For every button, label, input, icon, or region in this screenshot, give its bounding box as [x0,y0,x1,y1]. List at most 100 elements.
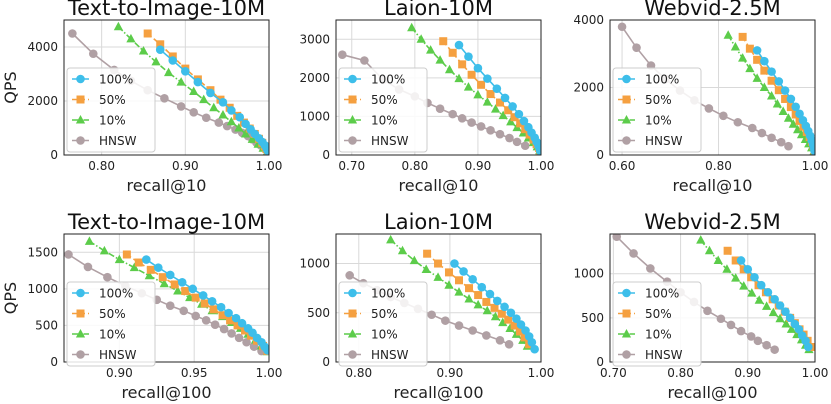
series-group [64,236,269,356]
data-point [206,88,215,98]
data-point [731,273,741,282]
data-point [423,249,432,258]
data-point [696,235,706,244]
legend-label: 10% [99,114,126,128]
data-point [473,299,483,309]
data-point [786,94,796,104]
y-tick-label: 2000 [573,81,604,95]
legend-label: 10% [371,328,398,342]
data-point [473,89,483,99]
legend-marker [348,95,357,104]
data-point [516,320,526,329]
y-tick-label: 1500 [27,245,58,259]
data-point [84,236,95,245]
data-point [810,146,815,155]
data-point [738,32,747,41]
data-point [482,305,492,315]
data-point [780,86,790,95]
data-point [490,311,501,321]
data-point [750,272,759,282]
data-point [498,317,508,327]
data-point [134,258,143,267]
data-point [189,86,199,96]
chart-panel-1: 0.80 0.90 1.00 0 2000 4000 Text-to-Image-10M re… [1,0,282,195]
x-tick-label: 0.80 [345,366,372,380]
chart-title: Webvid-2.5M [644,0,780,20]
x-tick-label: 1.00 [256,366,283,380]
x-axis-label: recall@10 [399,176,479,195]
data-point [770,345,779,354]
x-tick-label: 1.00 [802,366,829,380]
data-point [435,104,445,114]
data-point [496,98,504,107]
data-point [201,113,211,123]
data-point [416,34,426,43]
legend-marker [622,74,631,84]
data-point [207,296,217,306]
chart-title: Webvid-2.5M [644,210,780,234]
data-point [781,94,790,103]
x-tick-label: 0.90 [172,159,199,173]
data-point [227,106,236,115]
y-tick-label: 0 [596,148,604,162]
data-point [386,234,396,244]
legend-label: 50% [371,93,398,107]
legend-marker [348,288,357,298]
data-point [234,333,244,343]
chart-panel-4: 0.90 0.95 1.00 0 500 1000 1500 Text-to-Image-10… [1,210,282,402]
data-point [88,49,98,59]
data-point [768,307,778,317]
data-point [177,277,187,287]
data-point [483,74,492,83]
data-point [726,320,736,330]
data-point [766,90,777,100]
data-point [168,56,178,65]
data-point [450,259,459,268]
plot-frame [609,233,816,363]
data-point [441,316,450,325]
data-point [498,110,508,120]
data-point [612,234,622,241]
data-point [753,55,762,64]
y-tick-label: 4000 [27,40,58,54]
data-point [151,56,161,66]
data-point [774,86,783,95]
data-point [468,326,477,335]
data-point [770,295,779,304]
data-point [218,110,228,119]
data-point [99,245,110,255]
data-point [407,22,417,32]
data-point [159,278,169,288]
data-point [448,109,457,119]
data-point [629,249,638,258]
data-point [454,73,464,83]
data-point [141,255,151,264]
data-point [767,133,776,143]
data-point [457,114,467,123]
legend-label: 10% [371,114,398,128]
y-axis-label: QPS [1,71,20,103]
data-point [485,289,495,299]
legend-marker [622,288,631,298]
legend-box [612,67,702,153]
y-tick-label: 500 [307,306,330,320]
legend-label: 10% [645,114,672,128]
data-point [781,319,791,328]
y-tick-label: 0 [322,355,330,369]
x-tick-label: 0.80 [88,159,115,173]
data-point [504,106,513,115]
x-axis-label: recall@100 [121,383,211,402]
legend-marker [621,329,632,338]
legend-label: 50% [645,93,672,107]
y-tick-label: 2000 [27,94,58,108]
data-point [793,124,803,134]
legend-box [338,67,428,153]
legend-label: 50% [371,307,398,321]
data-point [129,262,139,272]
data-point [781,307,790,316]
chart-panel-3: 0.60 0.80 1.00 0 2000 4000 Webvid-2.5M recall@1… [573,0,828,195]
y-tick-label: 4000 [573,13,604,27]
data-point [231,313,241,323]
data-point [745,44,754,53]
